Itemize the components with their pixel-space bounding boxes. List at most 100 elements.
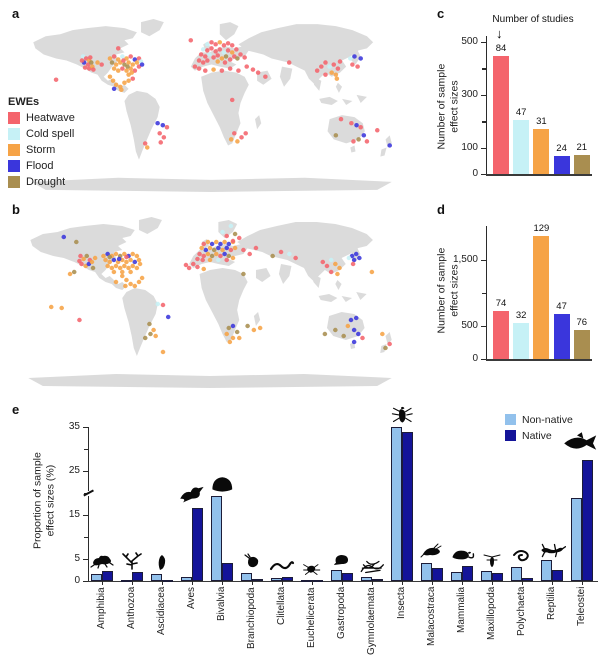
ewe-dot-storm [111,269,117,275]
ewe-dot-storm [111,66,117,71]
ewe-dot-heatwave [158,140,164,145]
ewe-dot-heatwave [374,128,380,133]
continent-shape [28,374,392,388]
ewe-dot-heatwave [186,265,192,271]
ewe-dot-storm [134,60,140,65]
continent-shape [350,145,356,153]
ewe-dot-storm [89,259,95,265]
ewe-dot-storm [113,251,119,257]
category-label-teleostei: Teleostei [576,587,587,627]
ewe-dot-storm [334,76,340,81]
ewe-dot-heatwave [79,58,85,63]
ewe-dot-cold_spell [155,301,161,307]
ewe-dot-heatwave [387,341,392,347]
ewe-dot-heatwave [323,72,328,77]
bar-non-native-ascidiacea [151,574,162,581]
bar-native-insecta [402,432,413,581]
ewe-dot-heatwave [124,254,129,260]
ewe-dot-storm [257,325,263,331]
shrimp-icon [420,543,442,558]
d-minor-tick [482,292,486,295]
ewe-dot-storm [48,304,54,310]
ewe-dot-storm [128,257,133,263]
bar-drought [573,154,590,174]
ewe-dot-heatwave [190,261,196,267]
bar-native-aves [192,508,203,581]
ewe-dot-storm [122,80,127,85]
ewe-dot-storm [213,251,219,257]
non_native-swatch [505,414,516,425]
beetle-icon [391,407,413,423]
ewe-dot-heatwave [203,68,208,73]
ewe-dot-storm [115,68,121,73]
bar-storm [533,129,550,174]
ewe-dot-storm [335,271,340,277]
ewe-dot-drought [333,327,338,333]
c-tick-label: 300 [461,88,478,100]
ewe-dot-storm [107,74,113,79]
ewe-dot-storm [107,259,113,265]
bird-icon [180,486,204,503]
ewe-dot-storm [92,255,98,261]
ewe-dot-storm [130,263,136,269]
bar-native-maxillopoda [492,573,503,581]
ewe-dot-storm [151,327,156,333]
world-map-panel-a [25,14,398,196]
ewe-dot-cold_spell [120,54,125,59]
ewe-legend-label: Cold spell [26,128,75,140]
e-x-tick [462,581,464,585]
bar-non-native-polychaeta [511,566,522,581]
bar-heatwave [493,55,509,174]
ewe-dot-flood [356,331,361,337]
e-y-axis [88,427,90,581]
e-x-tick [552,581,554,585]
e-x-tick [582,581,584,585]
ewe-dot-heatwave [230,238,236,244]
ewe-dot-drought [209,253,215,259]
ewe-dot-flood [230,323,236,329]
ewe-dot-cold_spell [207,52,212,57]
ewe-dot-flood [111,86,117,92]
ewe-dot-storm [126,265,131,271]
ewe-dot-cold_spell [221,50,227,55]
number-of-studies-annotation: Number of studies [492,14,574,25]
panel-e-label: e [12,402,20,417]
study-count-label: 129 [533,222,550,234]
ewe-legend-label: Heatwave [26,112,75,124]
category-label-branchiopoda: Branchiopoda [246,587,257,649]
continent-shape [342,98,353,105]
ewe-dot-storm [207,257,213,263]
ewe-dot-heatwave [250,67,256,72]
continent-shape [255,115,262,130]
ewe-dot-heatwave [360,335,365,341]
study-count-label: 32 [515,309,527,321]
ewe-dot-storm [236,335,242,341]
ewe-dot-drought [89,60,94,65]
ewe-dot-heatwave [111,54,117,59]
ewe-dot-storm [230,255,236,261]
ewe-dot-heatwave [205,58,210,63]
ewe-dot-drought [232,231,238,237]
ewe-dot-heatwave [243,131,248,136]
ewe-dot-flood [351,327,357,333]
ewe-dot-storm [105,263,110,269]
category-label-bivalvia: Bivalvia [216,587,227,622]
ewe-dot-storm [228,137,234,142]
ewe-dot-flood [61,234,67,240]
bar-native-reptilia [552,569,563,581]
c-tick [481,94,486,97]
ewe-dot-heatwave [286,60,292,65]
bar-non-native-teleostei [571,498,582,581]
e-x-tick [372,581,374,585]
ewe-dot-heatwave [350,261,356,267]
study-count-label: 21 [576,141,588,153]
e-legend-item-non_native: Non-native [505,413,573,426]
ewe-dot-heatwave [278,249,284,255]
storm-swatch [8,144,20,156]
ewe-dot-flood [218,241,223,247]
ewe-dot-heatwave [338,116,344,122]
ewe-dot-drought [90,265,96,271]
ewe-dot-storm [132,283,138,289]
